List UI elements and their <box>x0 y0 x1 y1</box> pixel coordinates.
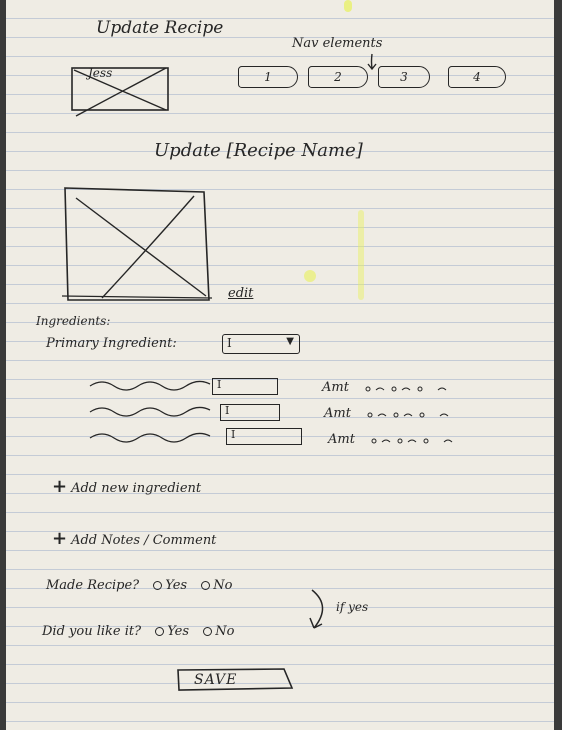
primary-ingredient-select[interactable]: I ▼ <box>222 334 300 354</box>
chevron-down-icon: ▼ <box>286 336 294 347</box>
highlight-mark <box>304 270 316 282</box>
curved-arrow-icon <box>309 589 324 629</box>
ingredient-amount-input[interactable]: I <box>226 428 302 445</box>
liked-it-question: Did you like it? <box>42 624 142 639</box>
amount-placeholder <box>367 412 449 418</box>
made-recipe-yes-label: Yes <box>165 578 188 593</box>
nav-tab-2[interactable]: 2 <box>308 66 368 88</box>
save-button[interactable]: SAVE <box>176 668 294 692</box>
ingredient-name-placeholder <box>89 432 211 443</box>
liked-it-no-label: No <box>215 624 235 639</box>
ingredient-amount-input[interactable]: I <box>212 378 278 395</box>
arrow-down-icon <box>367 53 377 71</box>
primary-ingredient-label: Primary Ingredient: <box>46 336 177 351</box>
save-label: SAVE <box>194 672 238 688</box>
add-ingredient-label: Add new ingredient <box>71 481 202 496</box>
add-ingredient-button[interactable]: + Add new ingredient <box>52 476 201 497</box>
logo-text: Jess <box>88 66 113 80</box>
logo-placeholder[interactable] <box>70 62 172 118</box>
ingredient-amount-input[interactable]: I <box>220 404 280 421</box>
add-notes-label: Add Notes / Comment <box>71 533 217 548</box>
amount-label: Amt <box>324 406 351 421</box>
page-title: Update Recipe <box>96 18 224 38</box>
highlight-mark <box>344 0 352 12</box>
add-notes-button[interactable]: + Add Notes / Comment <box>52 528 216 549</box>
liked-it-no-radio[interactable] <box>203 627 213 636</box>
nav-tab-4[interactable]: 4 <box>448 66 506 88</box>
liked-it-yes-label: Yes <box>167 624 190 639</box>
sketch-page: Update Recipe Jess Nav elements 1 2 3 4 … <box>6 0 554 730</box>
plus-icon: + <box>52 476 68 497</box>
made-recipe-yes-radio[interactable] <box>153 581 163 590</box>
made-recipe-question: Made Recipe? <box>46 578 140 593</box>
nav-tab-1[interactable]: 1 <box>238 66 298 88</box>
nav-annotation: Nav elements <box>292 36 383 51</box>
made-recipe-no-radio[interactable] <box>201 581 211 590</box>
nav-tab-3[interactable]: 3 <box>378 66 430 88</box>
plus-icon: + <box>52 528 68 549</box>
ingredients-label: Ingredients: <box>36 314 111 328</box>
ingredient-name-placeholder <box>89 380 211 391</box>
amount-label: Amt <box>328 432 355 447</box>
amount-placeholder <box>371 438 453 444</box>
liked-it-yes-radio[interactable] <box>155 627 165 636</box>
edit-image-link[interactable]: edit <box>228 286 254 301</box>
text-cursor-icon: I <box>227 336 232 350</box>
highlight-mark <box>358 210 364 300</box>
if-yes-annotation: if yes <box>336 600 369 614</box>
amount-label: Amt <box>322 380 349 395</box>
recipe-heading: Update [Recipe Name] <box>154 140 363 161</box>
made-recipe-no-label: No <box>213 578 233 593</box>
made-recipe-row: Made Recipe? Yes No <box>46 578 232 593</box>
ingredient-name-placeholder <box>89 406 211 417</box>
liked-it-row: Did you like it? Yes No <box>42 624 234 639</box>
recipe-image-placeholder <box>62 187 212 301</box>
amount-placeholder <box>365 386 447 392</box>
